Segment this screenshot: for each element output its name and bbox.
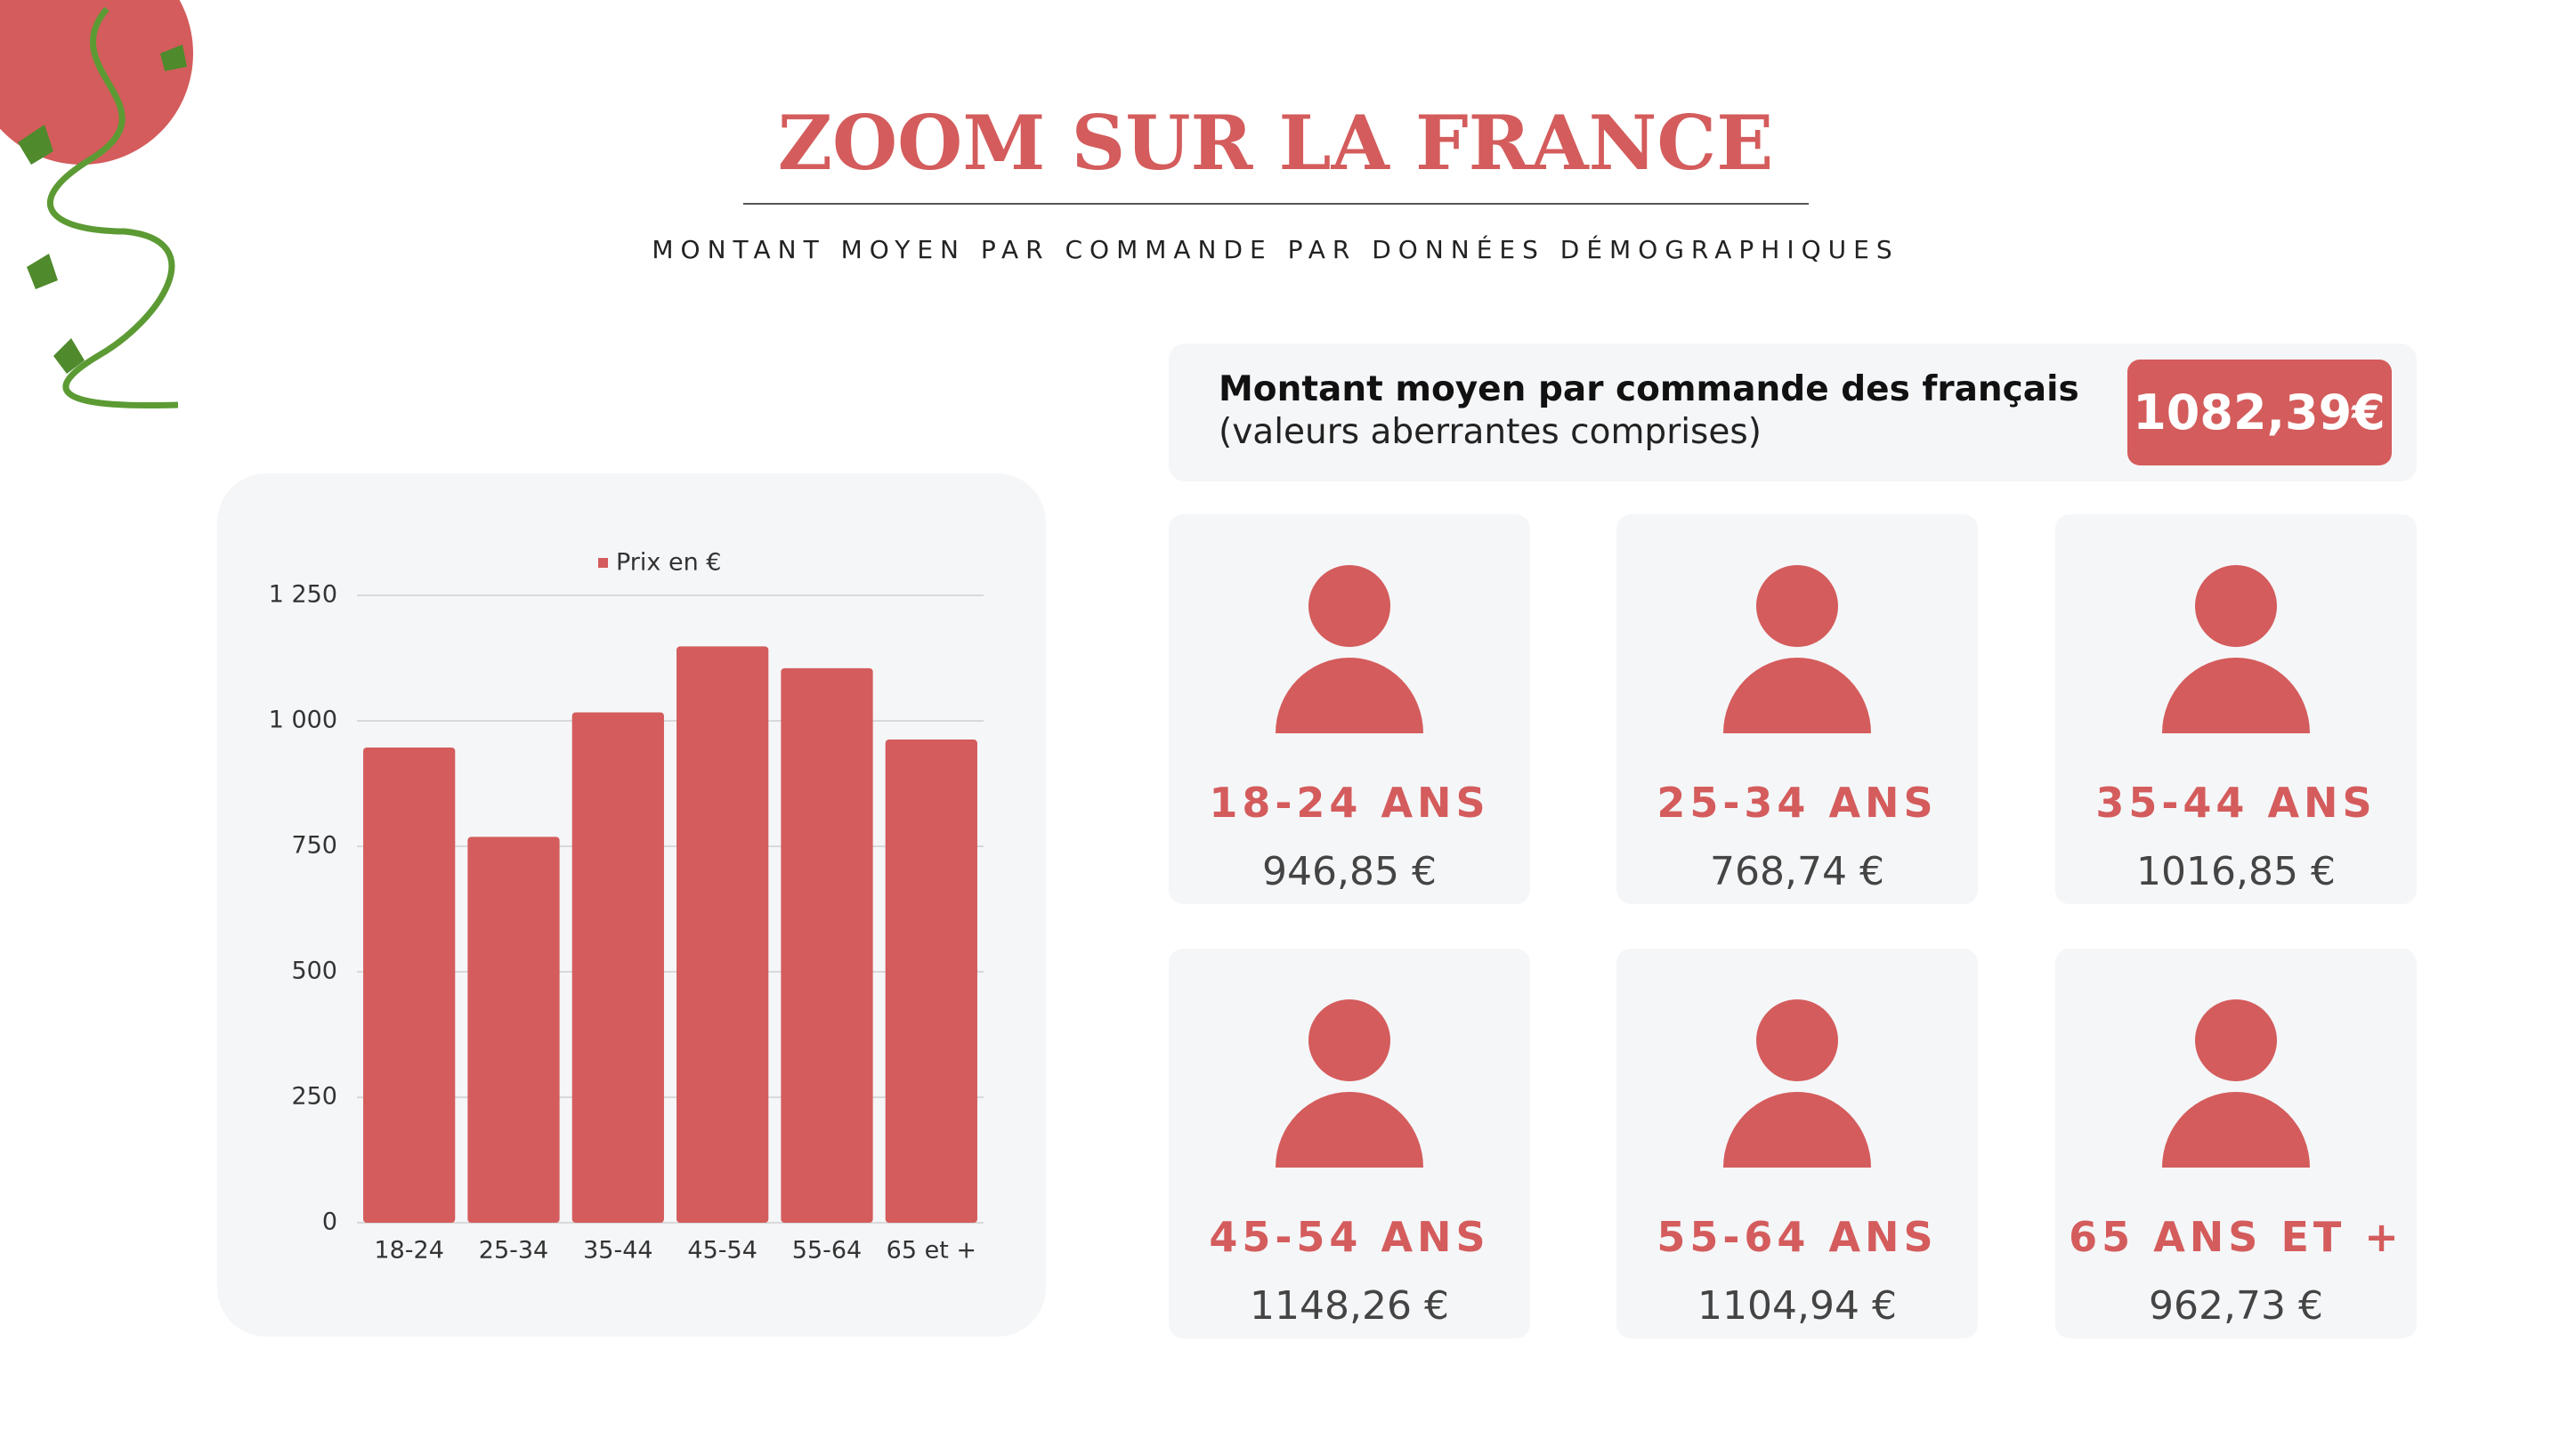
summary-value: 1082,39€	[2133, 384, 2386, 441]
x-tick-label: 35-44	[583, 1237, 652, 1265]
person-head	[1756, 565, 1838, 647]
legend-label: Prix en €	[616, 549, 721, 577]
bar	[676, 646, 769, 1223]
person-body	[2162, 658, 2310, 733]
person-body	[1723, 1092, 1871, 1168]
y-tick-label: 1 000	[269, 707, 337, 734]
y-tick-label: 0	[322, 1209, 337, 1236]
x-tick-label: 18-24	[374, 1237, 443, 1265]
bar	[467, 837, 560, 1223]
card-value: 768,74 €	[1710, 849, 1884, 894]
y-tick-label: 250	[291, 1083, 337, 1111]
title: ZOOM SUR LA FRANCE	[778, 99, 1774, 187]
person-body	[2162, 1092, 2310, 1168]
summary-badge	[2127, 360, 2392, 465]
card-label: 25-34 ANS	[1657, 779, 1937, 827]
y-tick-label: 500	[291, 958, 337, 985]
bar	[571, 712, 664, 1223]
card-value: 1148,26 €	[1250, 1283, 1449, 1329]
x-tick-label: 65 et +	[887, 1237, 976, 1265]
cards: 18-24 ANS 946,85 € 25-34 ANS 768,74 € 35-44 …	[1169, 514, 2417, 1338]
decor-circle	[0, 0, 193, 165]
card-value: 1016,85 €	[2136, 849, 2336, 894]
card-label: 35-44 ANS	[2095, 779, 2376, 827]
card-value: 946,85 €	[1262, 849, 1437, 894]
bar	[363, 747, 456, 1223]
person-head	[1756, 999, 1838, 1081]
subtitle: MONTANT MOYEN PAR COMMANDE PAR DONNÉES D…	[652, 234, 1899, 264]
decor-vine	[46, 6, 179, 409]
bar	[781, 667, 873, 1223]
x-tick-label: 25-34	[479, 1237, 548, 1265]
x-tick-label: 45-54	[687, 1237, 757, 1265]
bar	[885, 740, 977, 1223]
y-tick-label: 750	[291, 832, 337, 860]
person-body	[1723, 658, 1871, 733]
card-value: 1104,94 €	[1697, 1283, 1897, 1329]
person-head	[2195, 565, 2277, 647]
card-label: 18-24 ANS	[1209, 779, 1489, 827]
legend-swatch	[598, 558, 608, 568]
summary-label: Montant moyen par commande des français	[1219, 369, 2079, 409]
y-tick-label: 1 250	[269, 581, 337, 609]
summary-note: (valeurs aberrantes comprises)	[1219, 412, 1762, 452]
person-body	[1276, 658, 1423, 733]
person-head	[1308, 565, 1390, 647]
person-body	[1276, 1092, 1423, 1168]
card-label: 55-64 ANS	[1657, 1213, 1937, 1261]
chart: 0 250 500 750 1 000 1 250 Prix en € 18-24 25-34 3…	[269, 549, 984, 1265]
card-label: 45-54 ANS	[1209, 1213, 1489, 1261]
summary-box	[1169, 344, 2417, 481]
card-value: 962,73 €	[2149, 1283, 2323, 1329]
x-tick-label: 55-64	[792, 1237, 862, 1265]
card-label: 65 ANS ET +	[2069, 1213, 2403, 1261]
person-head	[2195, 999, 2277, 1081]
person-head	[1308, 999, 1390, 1081]
